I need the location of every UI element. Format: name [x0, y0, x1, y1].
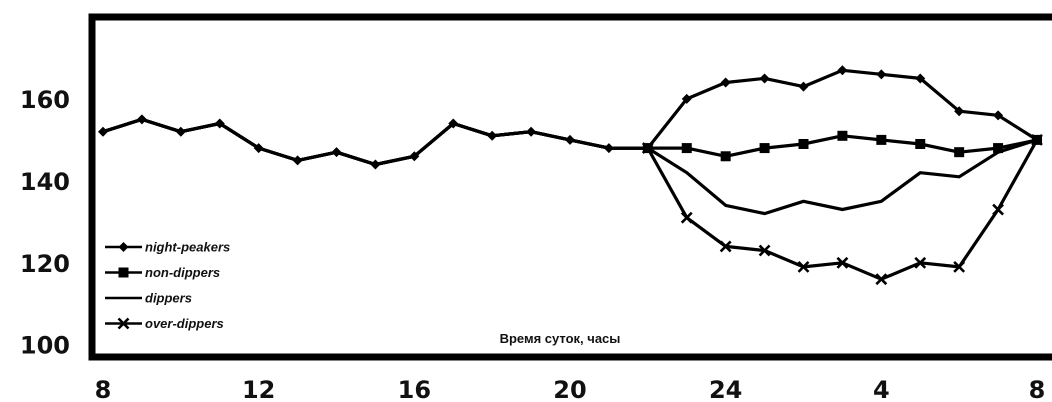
data-point-night-peakers	[681, 93, 692, 104]
data-point-over-dippers	[992, 203, 1005, 216]
series-markers	[98, 65, 1043, 286]
marker-stroke	[875, 273, 888, 286]
data-point-night-peakers	[526, 126, 537, 137]
data-point-night-peakers	[565, 134, 575, 145]
x-tick-label: 24	[709, 376, 742, 402]
data-point-night-peakers	[759, 73, 770, 84]
data-point-non-dippers	[798, 138, 809, 149]
x-tick-label: 8	[95, 376, 112, 402]
data-point-night-peakers	[487, 130, 498, 141]
data-point-non-dippers	[915, 138, 926, 149]
series-line-dippers	[102, 117, 1038, 216]
x-axis-tick-labels: 8 12 16 20 24 4 8	[95, 376, 1046, 402]
legend: night-peakers non-dippers dippers over-dipp…	[105, 240, 230, 331]
x-tick-label: 20	[553, 376, 586, 402]
series-lines	[102, 68, 1039, 281]
data-point-over-dippers	[719, 240, 732, 253]
data-point-night-peakers	[98, 126, 108, 137]
series-line-night-peakers	[102, 68, 1038, 167]
marker-stroke	[680, 211, 693, 224]
legend-marker-over-dippers	[117, 317, 130, 330]
plot-frame	[88, 13, 1052, 361]
x-tick-label: 12	[242, 376, 275, 402]
marker-stroke	[719, 240, 732, 253]
x-tick-label: 4	[873, 376, 890, 402]
data-point-night-peakers	[915, 73, 926, 84]
data-point-over-dippers	[1031, 133, 1043, 146]
y-tick-label: 160	[20, 86, 70, 114]
marker-stroke	[758, 244, 771, 257]
data-point-night-peakers	[993, 110, 1004, 121]
x-axis-title: Время суток, часы	[500, 331, 621, 346]
legend-marker-non-dippers	[118, 267, 129, 278]
data-point-night-peakers	[175, 126, 186, 137]
data-point-non-dippers	[681, 143, 692, 154]
data-point-over-dippers	[758, 244, 771, 257]
marker-stroke	[797, 260, 810, 273]
legend-label-non-dippers: non-dippers	[145, 265, 220, 280]
y-tick-label: 120	[20, 250, 70, 278]
data-point-night-peakers	[798, 81, 809, 92]
data-point-non-dippers	[837, 130, 848, 141]
x-tick-label: 16	[398, 376, 431, 402]
data-point-over-dippers	[641, 142, 654, 155]
data-point-non-dippers	[876, 134, 887, 145]
data-point-night-peakers	[720, 77, 731, 88]
data-point-non-dippers	[954, 147, 965, 158]
data-point-over-dippers	[875, 273, 888, 286]
marker-stroke	[992, 203, 1005, 216]
marker-stroke	[953, 260, 966, 273]
data-point-night-peakers	[409, 151, 420, 162]
y-tick-label: 100	[20, 332, 70, 360]
data-point-night-peakers	[136, 114, 147, 125]
data-point-non-dippers	[720, 151, 731, 162]
data-point-night-peakers	[954, 106, 965, 117]
legend-label-over-dippers: over-dippers	[145, 316, 224, 331]
legend-marker-night-peakers	[118, 242, 129, 252]
data-point-night-peakers	[331, 147, 342, 158]
marker-stroke	[914, 256, 927, 269]
data-point-night-peakers	[448, 118, 459, 129]
data-point-night-peakers	[370, 159, 381, 170]
y-axis-tick-labels: 100 120 140 160	[20, 86, 70, 360]
marker-stroke	[836, 256, 849, 269]
legend-label-night-peakers: night-peakers	[145, 240, 230, 255]
data-point-night-peakers	[837, 65, 848, 76]
marker-stroke	[1031, 133, 1043, 146]
marker-stroke	[117, 317, 130, 330]
legend-label-dippers: dippers	[145, 291, 192, 306]
data-point-non-dippers	[759, 143, 770, 154]
marker-stroke	[641, 142, 654, 155]
data-point-non-dippers	[993, 143, 1004, 154]
data-point-night-peakers	[876, 69, 887, 80]
data-point-over-dippers	[914, 256, 927, 269]
data-point-night-peakers	[214, 118, 225, 129]
data-point-night-peakers	[253, 143, 264, 154]
data-point-night-peakers	[603, 143, 614, 154]
data-point-over-dippers	[836, 256, 849, 269]
data-point-over-dippers	[680, 211, 693, 224]
data-point-night-peakers	[292, 155, 303, 166]
x-tick-label: 8	[1029, 376, 1046, 402]
y-tick-label: 140	[20, 168, 70, 196]
data-point-over-dippers	[797, 260, 810, 273]
data-point-over-dippers	[953, 260, 966, 273]
